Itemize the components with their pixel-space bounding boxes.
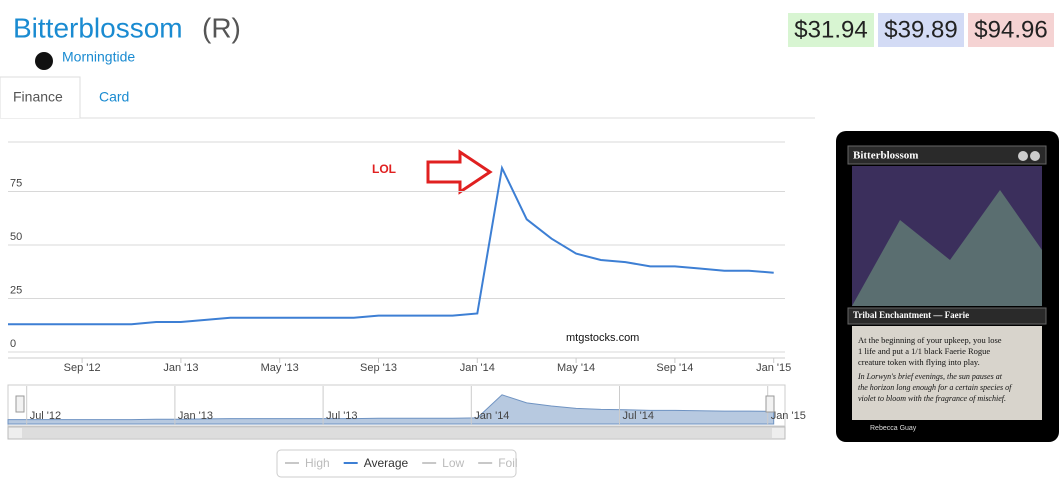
card-name: Bitterblossom xyxy=(853,150,918,162)
price-box xyxy=(788,13,874,47)
x-tick-label: May '13 xyxy=(261,362,299,374)
navigator-label: Jul '14 xyxy=(623,410,654,422)
navigator-label: Jul '13 xyxy=(326,410,357,422)
navigator-label: Jan '15 xyxy=(771,410,806,422)
x-tick-label: Jan '15 xyxy=(756,362,791,374)
legend-item[interactable]: Low xyxy=(442,456,464,470)
set-icon xyxy=(35,52,53,70)
scroll-thumb[interactable] xyxy=(22,428,772,438)
rules-text: 1 life and put a 1/1 black Faerie Rogue xyxy=(858,346,990,356)
rarity: (R) xyxy=(202,12,241,43)
annotation: LOL xyxy=(372,162,396,176)
navigator-label: Jan '14 xyxy=(474,410,509,422)
handle[interactable] xyxy=(15,395,25,413)
price-box xyxy=(878,13,964,47)
navigator[interactable] xyxy=(7,384,786,427)
price-line xyxy=(8,164,774,326)
legend xyxy=(276,449,517,478)
card-title: Bitterblossom xyxy=(13,12,183,43)
legend-item[interactable]: High xyxy=(305,456,330,470)
x-tick-label: May '14 xyxy=(557,362,595,374)
navigator-label: Jul '12 xyxy=(30,410,61,422)
navigator-area xyxy=(7,394,775,425)
set-link[interactable]: Morningtide xyxy=(62,49,135,65)
legend-item[interactable]: Foil xyxy=(498,456,517,470)
x-tick-label: Sep '12 xyxy=(64,362,101,374)
card-image: Bitterblossom Tribal Enchantment — Faeri… xyxy=(836,131,1059,442)
watermark: mtgstocks.com xyxy=(566,332,639,344)
rules-text: At the beginning of your upkeep, you los… xyxy=(858,335,1002,345)
legend-item[interactable]: Average xyxy=(364,456,409,470)
arrow xyxy=(426,149,493,195)
y-tick-label: 0 xyxy=(10,338,16,350)
price: $94.96 xyxy=(974,16,1047,43)
y-tick-label: 50 xyxy=(10,231,22,243)
flavor-text: In Lorwyn's brief evenings, the sun paus… xyxy=(857,372,1003,381)
price: $31.94 xyxy=(794,16,867,43)
x-tick-label: Sep '13 xyxy=(360,362,397,374)
tab[interactable]: Card xyxy=(99,89,129,105)
type-line: Tribal Enchantment — Faerie xyxy=(853,310,969,320)
rules-text: creature token with flying into play. xyxy=(858,357,980,367)
navigator-label: Jan '13 xyxy=(178,410,213,422)
x-tick-label: Sep '14 xyxy=(656,362,693,374)
x-tick-label: Jan '13 xyxy=(163,362,198,374)
flavor-text: violet to bloom with the fragrance of mi… xyxy=(858,394,1006,403)
price-box xyxy=(968,13,1054,47)
handle[interactable] xyxy=(765,395,775,413)
active-tab xyxy=(0,76,81,118)
y-tick-label: 75 xyxy=(10,177,22,189)
flavor-text: the horizon long enough for a certain sp… xyxy=(858,383,1013,392)
x-tick-label: Jan '14 xyxy=(460,362,495,374)
price: $39.89 xyxy=(884,16,957,43)
y-tick-label: 25 xyxy=(10,284,22,296)
artist: Rebecca Guay xyxy=(870,425,917,432)
tab[interactable]: Finance xyxy=(13,89,63,105)
